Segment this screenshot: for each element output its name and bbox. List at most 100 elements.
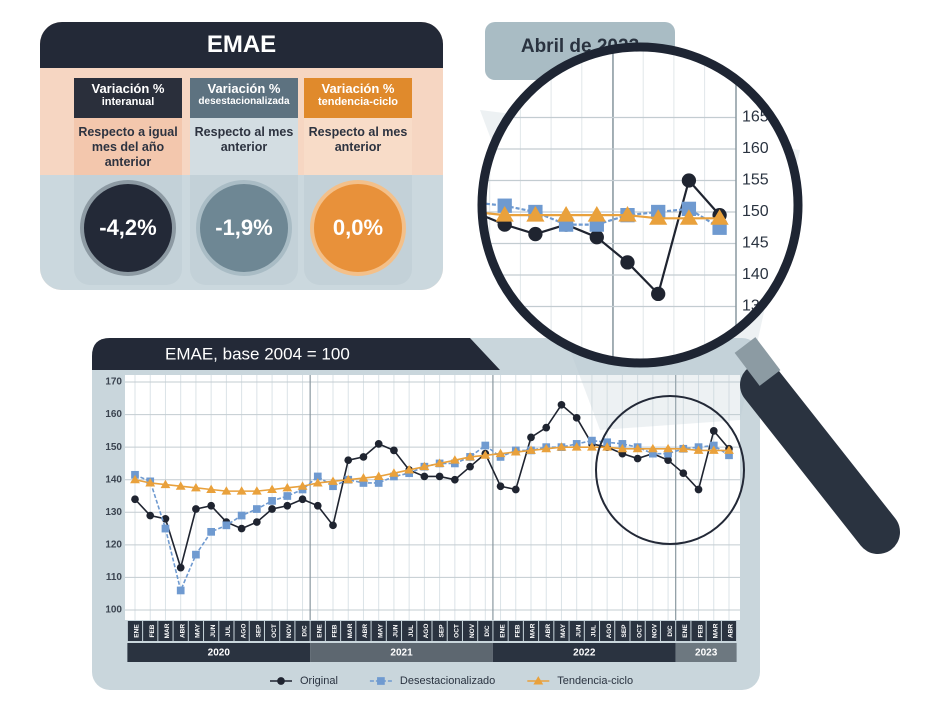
- month-box: [158, 621, 173, 641]
- marker: [495, 448, 506, 458]
- marker: [618, 206, 637, 222]
- marker: [481, 441, 490, 450]
- summary-title: EMAE: [40, 22, 443, 68]
- x-tick-label: AGO: [423, 624, 430, 639]
- legend-label: Desestacionalizado: [400, 675, 495, 687]
- marker: [420, 472, 429, 481]
- marker: [145, 478, 156, 487]
- y-tick-label: 160: [742, 140, 769, 157]
- legend-marker: [277, 677, 285, 685]
- month-box: [127, 621, 143, 641]
- month-box: [539, 621, 554, 641]
- x-tick-label: ENE: [316, 624, 323, 638]
- month-box: [508, 621, 523, 641]
- month-box: [402, 621, 417, 641]
- marker: [526, 445, 536, 454]
- y-tick-label: 150: [742, 203, 769, 220]
- marker: [207, 527, 216, 536]
- marker: [329, 521, 337, 530]
- marker: [694, 485, 703, 494]
- x-tick-label: FEB: [697, 624, 704, 637]
- month-box: [310, 621, 325, 641]
- marker: [541, 443, 552, 453]
- month-box: [569, 621, 584, 641]
- zoom-lens: [484, 49, 796, 361]
- marker: [617, 443, 628, 453]
- x-tick-label: MAR: [530, 623, 537, 638]
- card-subtitle: desestacionalizada: [198, 96, 290, 107]
- month-box: [462, 621, 478, 641]
- month-box: [615, 621, 630, 641]
- card-head: Variación % desestacionalizada: [190, 78, 298, 118]
- x-tick-label: JUL: [591, 625, 598, 637]
- y-tick-label: 100: [105, 605, 122, 616]
- card-subtitle: interanual: [101, 96, 155, 108]
- marker: [664, 456, 672, 465]
- marker: [191, 482, 201, 492]
- marker: [589, 230, 604, 245]
- marker: [495, 206, 514, 222]
- card-bottom: -1,9%: [190, 175, 298, 285]
- month-box: [264, 621, 280, 641]
- month-box: [660, 621, 676, 641]
- x-tick-label: FEB: [332, 624, 339, 637]
- month-box: [219, 621, 234, 641]
- marker: [207, 501, 216, 510]
- marker: [678, 443, 689, 453]
- marker: [496, 482, 505, 491]
- card-head: Variación % tendencia-ciclo: [304, 78, 412, 118]
- year-box: [675, 643, 737, 662]
- month-box: [417, 621, 432, 641]
- x-tick-label: SEP: [256, 624, 263, 638]
- marker: [268, 497, 276, 505]
- marker: [648, 449, 657, 458]
- card-description: Respecto a igual mes del año anterior: [74, 118, 182, 175]
- marker: [161, 514, 170, 523]
- month-box: [204, 621, 219, 641]
- marker: [344, 456, 353, 465]
- x-tick-label: SEP: [621, 624, 628, 638]
- marker: [298, 495, 307, 504]
- marker: [651, 286, 666, 302]
- month-box: [554, 621, 569, 641]
- marker: [146, 511, 155, 520]
- x-tick-label: ABR: [179, 624, 186, 638]
- month-box: [234, 621, 249, 641]
- marker: [252, 518, 261, 526]
- x-tick-label: OCT: [454, 624, 461, 638]
- marker: [297, 481, 308, 490]
- month-box: [478, 621, 493, 641]
- marker: [359, 453, 368, 461]
- marker: [679, 209, 698, 225]
- month-box: [584, 621, 600, 641]
- card-subtitle: tendencia-ciclo: [317, 96, 399, 108]
- x-tick-label: SEP: [438, 624, 445, 638]
- card-title: Variación %: [91, 81, 165, 96]
- x-tick-label: AGO: [240, 624, 247, 639]
- card-value: -1,9%: [196, 180, 292, 276]
- card-description: Respecto al mes anterior: [304, 118, 412, 175]
- x-tick-label: MAY: [195, 623, 202, 638]
- x-tick-label: AGO: [606, 624, 613, 639]
- marker: [404, 465, 415, 474]
- series-line: [134, 403, 730, 571]
- month-box: [249, 621, 264, 641]
- x-tick-label: ENE: [682, 624, 689, 638]
- marker: [359, 479, 368, 487]
- x-tick-label: JUN: [575, 624, 582, 637]
- marker: [131, 495, 139, 504]
- x-tick-label: OCT: [271, 624, 278, 638]
- chart-title: EMAE, base 2004 = 100: [165, 344, 350, 363]
- x-tick-label: JUL: [408, 625, 415, 637]
- x-tick-label: DIC: [301, 625, 308, 637]
- y-tick-label: 170: [105, 377, 122, 388]
- month-box: [721, 621, 737, 641]
- x-tick-label: NOV: [469, 623, 476, 638]
- marker: [237, 511, 246, 520]
- marker: [664, 449, 672, 458]
- x-tick-label: JUN: [393, 624, 400, 637]
- marker: [649, 209, 668, 225]
- month-box: [691, 621, 706, 641]
- month-box: [645, 621, 660, 641]
